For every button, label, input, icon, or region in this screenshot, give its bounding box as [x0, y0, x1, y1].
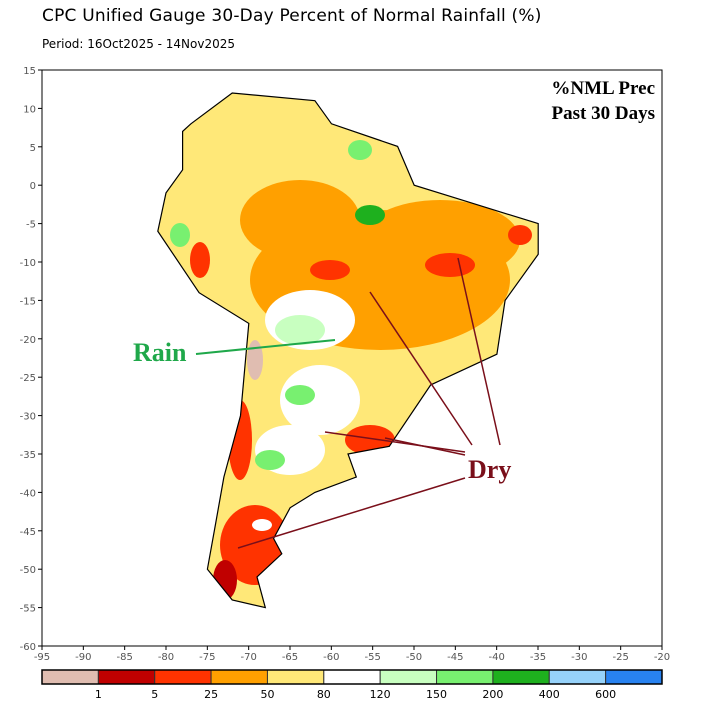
colorbar-label: 80: [317, 688, 331, 701]
lon-axis: -95 -90 -85 -80 -75 -70 -65 -60 -55 -50 -45 -40 -35 -…: [34, 646, 670, 663]
lat-tick-label: 15: [23, 66, 36, 77]
lat-tick-label: -60: [20, 642, 36, 653]
lat-tick-label: -55: [20, 604, 36, 615]
rain-pointer: [195, 339, 336, 355]
lat-tick-label: 5: [30, 143, 36, 154]
lat-tick-label: -10: [20, 258, 36, 269]
lon-tick-label: -35: [530, 652, 546, 663]
dry-label: Dry: [468, 455, 511, 484]
dry-annotation: Dry: [237, 257, 511, 549]
dry-pointer: [324, 431, 466, 453]
lat-tick-label: -5: [26, 220, 36, 231]
period-label: Period: 16Oct2025 - 14Nov2025: [42, 37, 236, 51]
lon-tick-label: -80: [158, 652, 174, 663]
colorbar-swatch: [548, 669, 607, 685]
lat-tick-label: -20: [20, 335, 36, 346]
inset-title-line1: %NML Prec: [551, 78, 655, 99]
colorbar-label: 200: [482, 688, 503, 701]
coastline: [157, 92, 539, 609]
colorbar: 1 5 25 50 80 120 150 200 400 600: [41, 669, 663, 701]
dry-pointer: [237, 477, 466, 549]
colorbar-label: 120: [370, 688, 391, 701]
lon-tick-label: -50: [406, 652, 422, 663]
dry-pointer: [369, 291, 473, 446]
rain-label: Rain: [133, 338, 187, 367]
colorbar-label: 50: [260, 688, 274, 701]
lon-tick-label: -25: [612, 652, 628, 663]
lat-tick-label: -45: [20, 527, 36, 538]
lon-tick-label: -45: [447, 652, 463, 663]
lat-tick-label: 10: [23, 104, 36, 115]
lon-tick-label: -55: [364, 652, 380, 663]
rain-annotation: Rain: [133, 338, 336, 367]
lat-tick-label: -35: [20, 450, 36, 461]
colorbar-label: 400: [539, 688, 560, 701]
lat-tick-label: -25: [20, 373, 36, 384]
colorbar-label: 25: [204, 688, 218, 701]
colorbar-swatch: [492, 669, 550, 685]
lat-axis: 15 10 5 0 -5 -10 -15 -20 -25 -30 -35 -40 -45 -50 -55 -6…: [20, 66, 42, 653]
colorbar-swatch: [323, 669, 381, 685]
colorbar-swatch: [97, 669, 156, 685]
lon-tick-label: -95: [34, 652, 50, 663]
colorbar-swatch: [605, 669, 663, 685]
lat-tick-label: -30: [20, 412, 36, 423]
lat-tick-label: -40: [20, 488, 36, 499]
lat-tick-label: -15: [20, 296, 36, 307]
colorbar-swatch: [266, 669, 325, 685]
colorbar-label: 150: [426, 688, 447, 701]
lon-tick-label: -30: [571, 652, 587, 663]
lon-tick-label: -60: [323, 652, 339, 663]
chart-title: CPC Unified Gauge 30-Day Percent of Norm…: [42, 6, 542, 26]
colorbar-swatch: [210, 669, 268, 685]
lon-tick-label: -20: [654, 652, 670, 663]
dry-pointer: [384, 437, 466, 456]
colorbar-swatch: [154, 669, 212, 685]
lon-tick-label: -70: [240, 652, 256, 663]
colorbar-label: 5: [151, 688, 158, 701]
colorbar-swatch: [436, 669, 494, 685]
lon-tick-label: -40: [488, 652, 504, 663]
lon-tick-label: -65: [282, 652, 298, 663]
colorbar-label: 1: [95, 688, 102, 701]
inset-title-line2: Past 30 Days: [552, 103, 655, 124]
lat-tick-label: 0: [30, 181, 36, 192]
lat-tick-label: -50: [20, 565, 36, 576]
lon-tick-label: -75: [199, 652, 215, 663]
dry-pointer: [457, 257, 501, 446]
lon-tick-label: -90: [75, 652, 91, 663]
lon-tick-label: -85: [116, 652, 132, 663]
colorbar-swatch: [379, 669, 438, 685]
colorbar-swatch: [41, 669, 99, 685]
colorbar-label: 600: [595, 688, 616, 701]
